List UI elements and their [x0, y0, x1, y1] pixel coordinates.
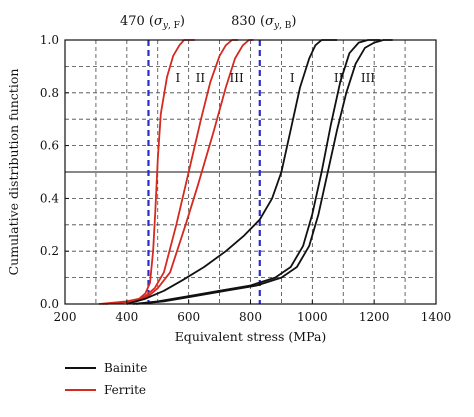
bainite-curve-i	[126, 39, 338, 305]
reference-label-subscript: y	[162, 21, 169, 31]
bainite-label-i: I	[290, 71, 295, 85]
y-tick-label: 0.6	[40, 139, 59, 153]
x-tick-label: 800	[239, 310, 262, 324]
bainite-curve-ii	[132, 39, 381, 305]
x-tick-label: 1400	[421, 310, 452, 324]
reference-label-sigma: σ	[265, 14, 275, 29]
reference-label-subscript: y	[273, 21, 280, 31]
y-tick-label: 0.8	[40, 86, 59, 100]
ferrite-curve-iii	[105, 39, 254, 305]
grid-layer	[65, 39, 436, 304]
reference-label-subscript: , F	[168, 21, 180, 31]
ferrite-label-iii: III	[229, 71, 243, 85]
legend-label-ferrite: Ferrite	[104, 383, 146, 397]
x-tick-label: 1200	[359, 310, 390, 324]
y-tick-label: 1.0	[40, 33, 59, 47]
legend-label-bainite: Bainite	[104, 361, 147, 375]
x-tick-label: 600	[177, 310, 200, 324]
x-tick-label: 1000	[297, 310, 328, 324]
y-tick-label: 0.0	[40, 297, 59, 311]
ferrite-label-i: I	[175, 71, 180, 85]
labels: Equivalent stress (MPa) Cumulative distr…	[6, 69, 326, 344]
y-axis-label: Cumulative distribution function	[6, 69, 21, 276]
reference-label-part: 830 (	[231, 14, 265, 29]
x-axis-label: Equivalent stress (MPa)	[175, 329, 327, 344]
bainite-label-ii: II	[334, 71, 344, 85]
curves: I II III I II III	[98, 39, 393, 305]
reference-label-part: )	[291, 14, 296, 29]
reference-label-part: 470 (	[120, 14, 154, 29]
y-tick-label: 0.4	[40, 191, 59, 205]
reference-label-subscript: , B	[279, 21, 292, 31]
bainite-curve-iii	[136, 39, 393, 305]
y-tick-label: 0.2	[40, 244, 59, 258]
reference-label-part: )	[180, 14, 185, 29]
ferrite-curve-ii	[102, 39, 239, 305]
bainite-label-iii: III	[361, 71, 375, 85]
reference-label-sigma: σ	[154, 14, 164, 29]
reference-label: 830 (σy, B)	[231, 14, 296, 31]
reference-lines: 470 (σy, F) 830 (σy, B)	[120, 14, 296, 304]
reference-label: 470 (σy, F)	[120, 14, 185, 31]
x-tick-label: 400	[115, 310, 138, 324]
x-tick-label: 200	[54, 310, 77, 324]
ferrite-label-ii: II	[196, 71, 206, 85]
ticks: 200 400 600 800 1000 1200 1400 0.0 0.2 0.4 0.6 0.8 1…	[40, 33, 451, 324]
legend: Bainite Ferrite	[65, 361, 147, 397]
